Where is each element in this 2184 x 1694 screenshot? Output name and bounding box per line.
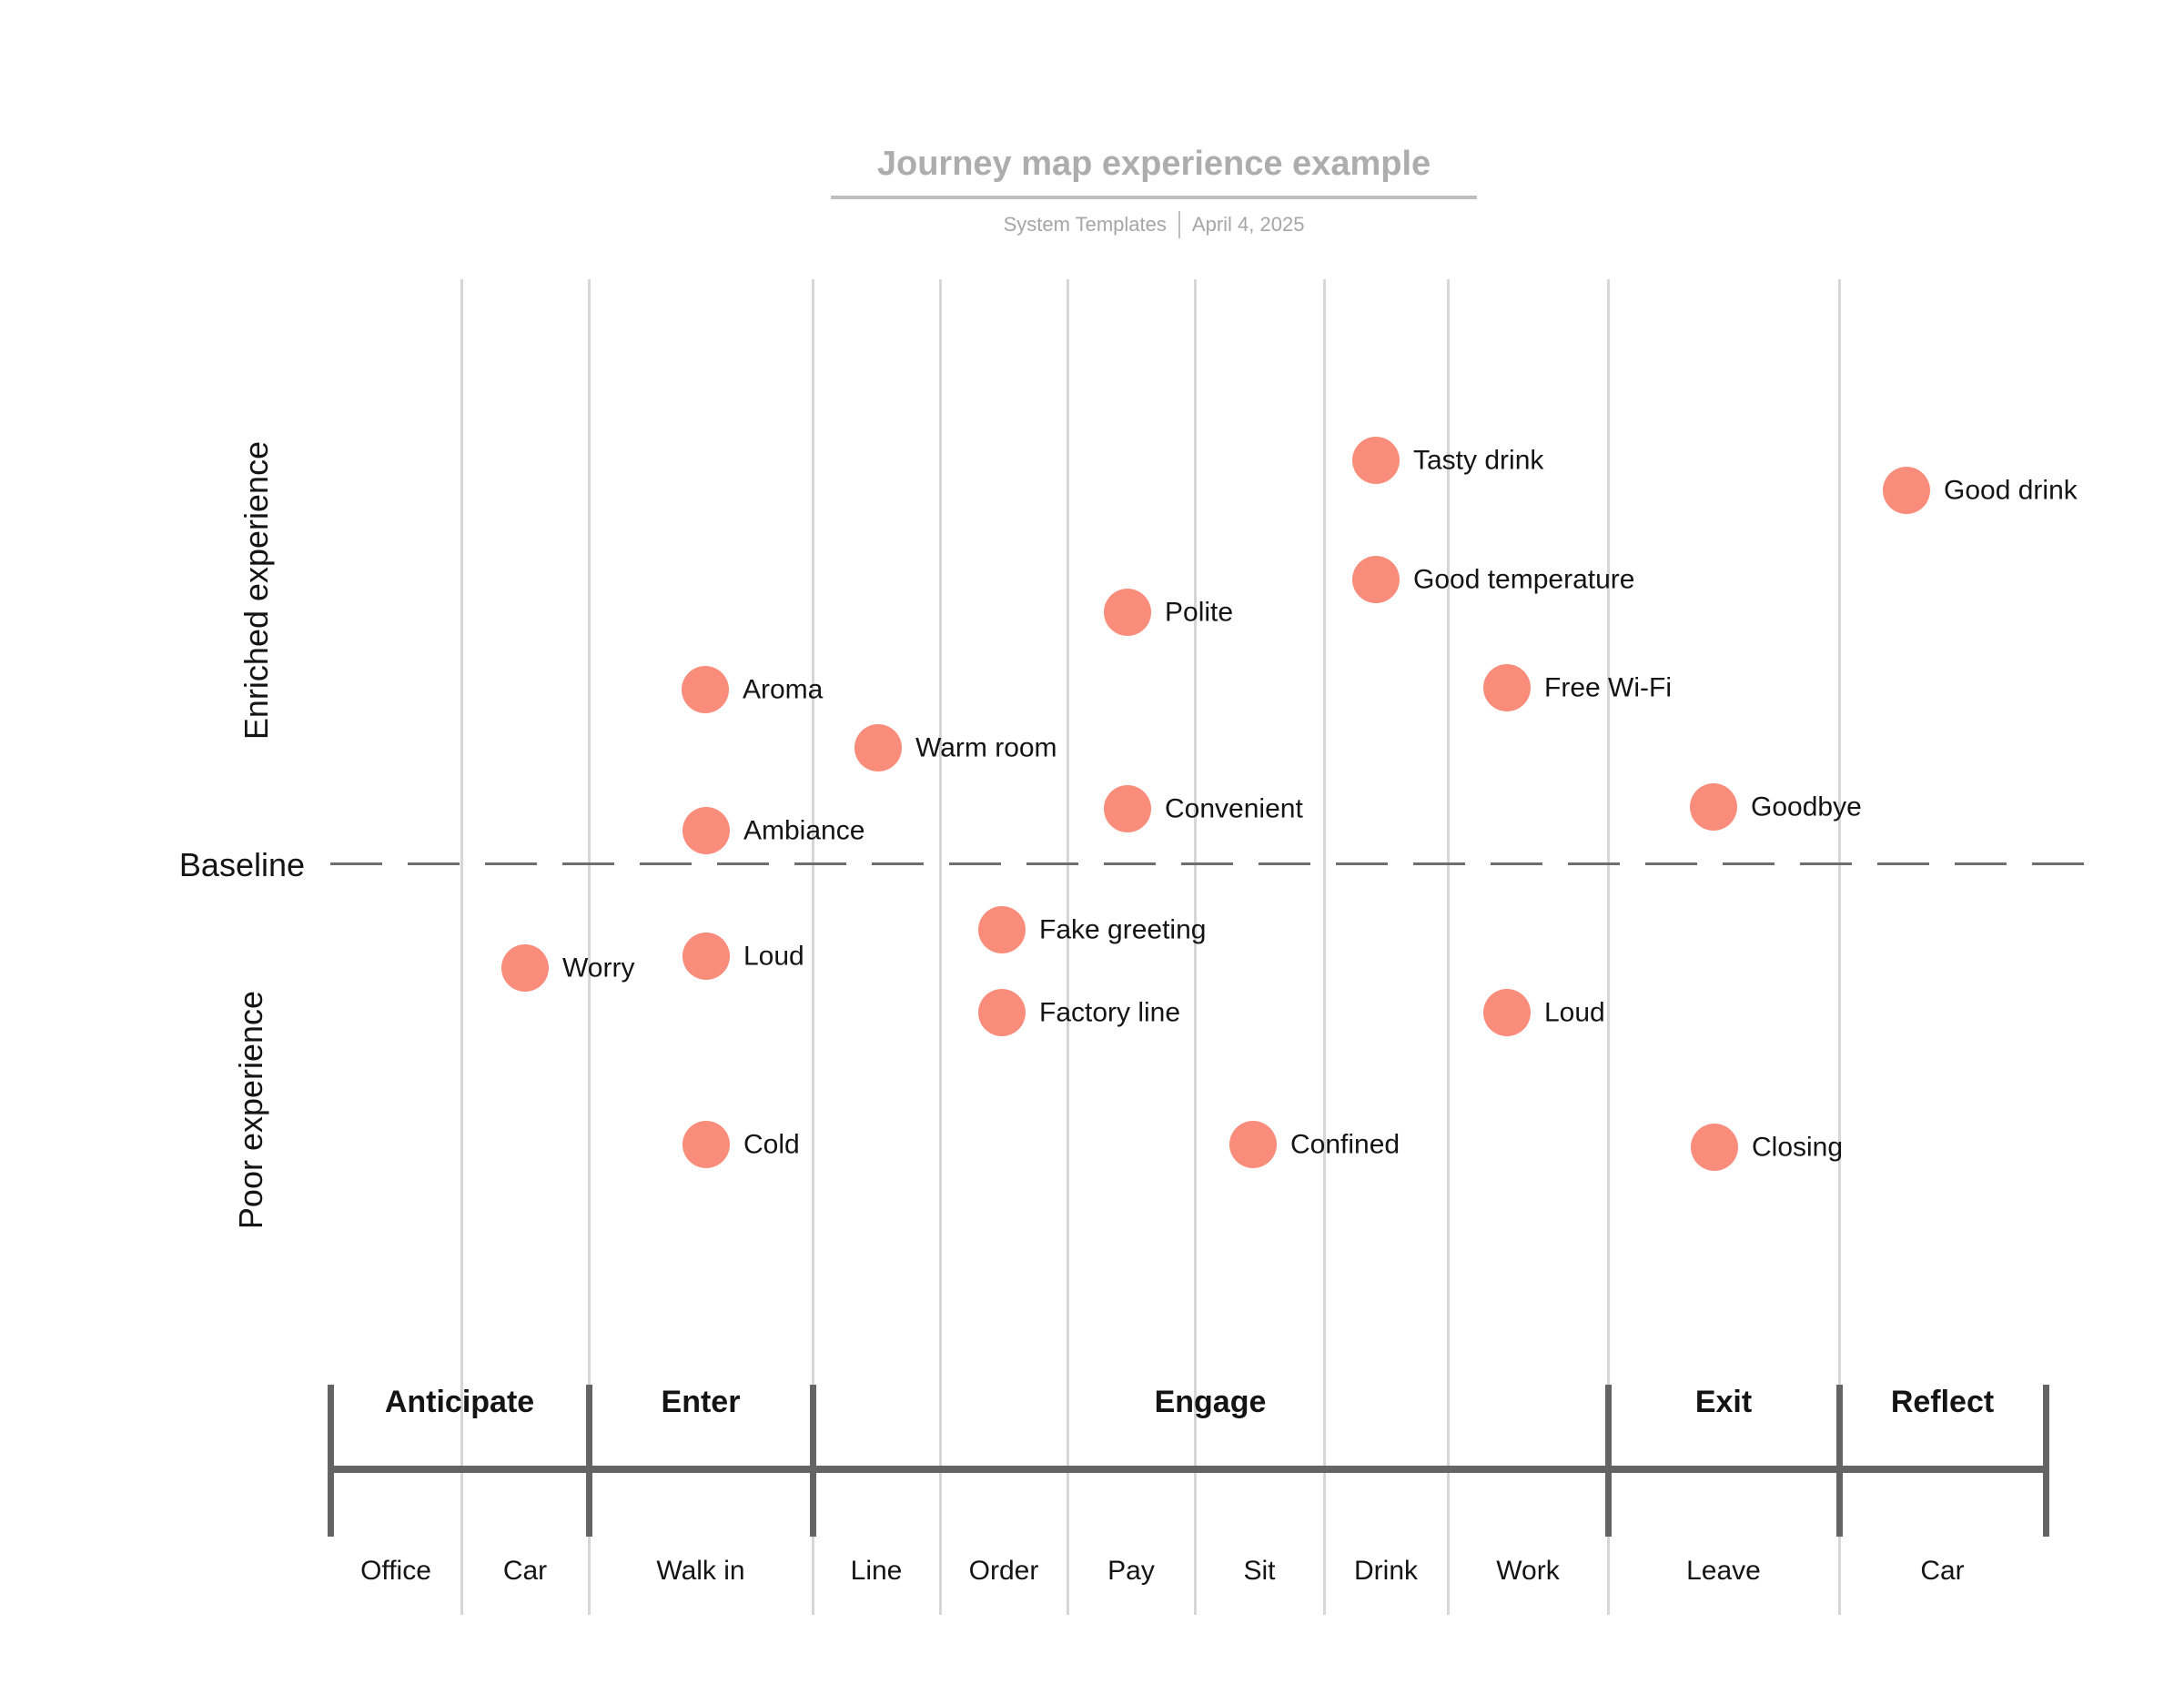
experience-dot-label: Closing [1752, 1132, 1844, 1163]
page-title: Journey map experience example [876, 145, 1431, 183]
experience-dot [1483, 989, 1531, 1036]
y-axis-label-enriched: Enriched experience [238, 440, 275, 741]
substage-label: Car [502, 1556, 548, 1586]
experience-dot [1690, 783, 1737, 831]
subtitle: System Templates April 4, 2025 [831, 210, 1477, 239]
stage-header-enter: Enter [661, 1385, 741, 1419]
substage-label: Sit [1243, 1556, 1276, 1586]
experience-dot-label: Free Wi-Fi [1544, 672, 1672, 703]
experience-dot-label: Loud [1544, 997, 1605, 1028]
gridline [1446, 279, 1450, 1615]
substage-label: Drink [1353, 1556, 1419, 1586]
experience-dot [501, 944, 549, 992]
experience-dot [1352, 556, 1400, 603]
experience-dot-label: Convenient [1165, 793, 1303, 824]
experience-dot-label: Good temperature [1413, 564, 1635, 595]
experience-dot-label: Fake greeting [1039, 914, 1207, 945]
stage-boundary-tick [585, 1385, 592, 1537]
baseline-rule [330, 862, 2088, 865]
experience-dot-label: Tasty drink [1413, 445, 1544, 476]
stage-header-engage: Engage [1154, 1385, 1267, 1419]
gridline [460, 279, 463, 1615]
experience-dot-label: Confined [1290, 1129, 1400, 1160]
experience-dot [978, 989, 1026, 1036]
experience-dot-label: Polite [1165, 597, 1234, 628]
substage-label: Order [968, 1556, 1039, 1586]
experience-dot [1483, 664, 1531, 711]
gridline [938, 279, 942, 1615]
stage-boundary-tick [809, 1385, 816, 1537]
experience-dot [1104, 589, 1151, 636]
gridline [811, 279, 814, 1615]
experience-dot-label: Good drink [1944, 475, 2078, 506]
gridline [1193, 279, 1197, 1615]
title-underline [831, 196, 1477, 199]
experience-dot-label: Factory line [1039, 997, 1181, 1028]
experience-dot [1229, 1121, 1277, 1168]
y-axis-label-poor: Poor experience [232, 990, 269, 1230]
experience-dot [682, 666, 729, 713]
experience-dot [1883, 467, 1930, 514]
stage-header-reflect: Reflect [1890, 1385, 1995, 1419]
subtitle-date: April 4, 2025 [1191, 213, 1305, 236]
substage-label: Walk in [656, 1556, 745, 1586]
stage-boundary-tick [1604, 1385, 1612, 1537]
stage-boundary-tick [1835, 1385, 1843, 1537]
experience-dot [682, 807, 730, 854]
substage-label: Car [1920, 1556, 1965, 1586]
experience-dot [1352, 437, 1400, 484]
substage-label: Leave [1686, 1556, 1761, 1586]
subtitle-source: System Templates [1003, 213, 1167, 236]
experience-dot-label: Cold [743, 1129, 800, 1160]
experience-dot [978, 906, 1026, 953]
stage-axis-bar [330, 1466, 2046, 1473]
stage-boundary-tick [327, 1385, 334, 1537]
subtitle-separator [1178, 211, 1180, 238]
gridline [1837, 279, 1841, 1615]
stage-boundary-tick [2042, 1385, 2049, 1537]
experience-dot-label: Loud [743, 941, 804, 972]
experience-dot-label: Aroma [743, 674, 824, 705]
experience-dot [854, 724, 902, 771]
experience-dot [1691, 1124, 1738, 1171]
experience-dot [682, 933, 730, 980]
experience-dot [1104, 785, 1151, 832]
substage-label: Pay [1107, 1556, 1155, 1586]
stage-header-anticipate: Anticipate [384, 1385, 535, 1419]
experience-dot-label: Ambiance [743, 815, 865, 846]
gridline [1322, 279, 1326, 1615]
substage-label: Line [850, 1556, 903, 1586]
experience-dot-label: Worry [562, 953, 635, 983]
stage-header-exit: Exit [1694, 1385, 1753, 1419]
experience-dot-label: Goodbye [1751, 792, 1862, 822]
gridline [1606, 279, 1610, 1615]
baseline-label: Baseline [178, 846, 305, 883]
substage-label: Work [1496, 1556, 1560, 1586]
substage-label: Office [360, 1556, 431, 1586]
experience-dot-label: Warm room [915, 732, 1057, 763]
gridline [1066, 279, 1069, 1615]
experience-dot [682, 1121, 730, 1168]
gridline [587, 279, 591, 1615]
